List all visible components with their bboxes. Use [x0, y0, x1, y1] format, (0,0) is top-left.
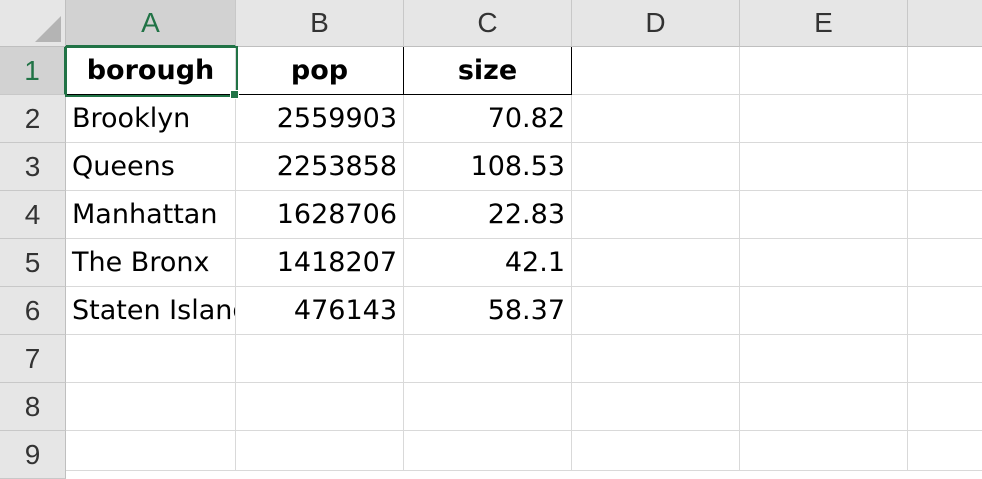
cell-b5[interactable]: 1418207	[236, 239, 404, 287]
cell-d1[interactable]	[572, 47, 740, 95]
cell-e8[interactable]	[740, 383, 908, 431]
cell-c2[interactable]: 70.82	[404, 95, 572, 143]
cell-c5[interactable]: 42.1	[404, 239, 572, 287]
cell-c7[interactable]	[404, 335, 572, 383]
cell-f3[interactable]	[908, 143, 982, 191]
cell-f6[interactable]	[908, 287, 982, 335]
cell-b4[interactable]: 1628706	[236, 191, 404, 239]
row-header-5[interactable]: 5	[0, 239, 66, 287]
cell-d6[interactable]	[572, 287, 740, 335]
row-header-4[interactable]: 4	[0, 191, 66, 239]
cell-f2[interactable]	[908, 95, 982, 143]
cell-e1[interactable]	[740, 47, 908, 95]
cell-a7[interactable]	[66, 335, 236, 383]
cell-e9[interactable]	[740, 431, 908, 471]
cell-d4[interactable]	[572, 191, 740, 239]
cell-d5[interactable]	[572, 239, 740, 287]
cell-c3[interactable]: 108.53	[404, 143, 572, 191]
cell-b6[interactable]: 476143	[236, 287, 404, 335]
cell-f5[interactable]	[908, 239, 982, 287]
row-header-2[interactable]: 2	[0, 95, 66, 143]
cell-f1[interactable]	[908, 47, 982, 95]
column-header-f-partial[interactable]	[908, 0, 982, 47]
cell-a4[interactable]: Manhattan	[66, 191, 236, 239]
cell-b3[interactable]: 2253858	[236, 143, 404, 191]
select-all-corner[interactable]	[0, 0, 66, 47]
cell-d2[interactable]	[572, 95, 740, 143]
cell-a8[interactable]	[66, 383, 236, 431]
cell-a5[interactable]: The Bronx	[66, 239, 236, 287]
select-all-triangle-icon	[35, 16, 61, 42]
cell-d8[interactable]	[572, 383, 740, 431]
cell-f9[interactable]	[908, 431, 982, 471]
cell-d3[interactable]	[572, 143, 740, 191]
cell-e5[interactable]	[740, 239, 908, 287]
column-header-c[interactable]: C	[404, 0, 572, 47]
cell-a9[interactable]	[66, 431, 236, 471]
cell-f8[interactable]	[908, 383, 982, 431]
row-header-6[interactable]: 6	[0, 287, 66, 335]
cell-e2[interactable]	[740, 95, 908, 143]
column-header-b[interactable]: B	[236, 0, 404, 47]
row-header-8[interactable]: 8	[0, 383, 66, 431]
cell-c1[interactable]: size	[404, 47, 572, 95]
cell-e4[interactable]	[740, 191, 908, 239]
cell-d9[interactable]	[572, 431, 740, 471]
cell-f4[interactable]	[908, 191, 982, 239]
cell-c6[interactable]: 58.37	[404, 287, 572, 335]
cell-f7[interactable]	[908, 335, 982, 383]
cell-a6[interactable]: Staten Island	[66, 287, 236, 335]
cell-b8[interactable]	[236, 383, 404, 431]
cell-b7[interactable]	[236, 335, 404, 383]
row-header-7[interactable]: 7	[0, 335, 66, 383]
cell-e3[interactable]	[740, 143, 908, 191]
fill-handle[interactable]	[230, 90, 239, 99]
cell-a3[interactable]: Queens	[66, 143, 236, 191]
cell-a2[interactable]: Brooklyn	[66, 95, 236, 143]
cell-d7[interactable]	[572, 335, 740, 383]
cell-e7[interactable]	[740, 335, 908, 383]
cell-c9[interactable]	[404, 431, 572, 471]
cell-b1[interactable]: pop	[236, 47, 404, 95]
row-header-3[interactable]: 3	[0, 143, 66, 191]
cell-b2[interactable]: 2559903	[236, 95, 404, 143]
cell-b9[interactable]	[236, 431, 404, 471]
column-header-d[interactable]: D	[572, 0, 740, 47]
column-header-e[interactable]: E	[740, 0, 908, 47]
cell-e6[interactable]	[740, 287, 908, 335]
row-header-9[interactable]: 9	[0, 431, 66, 479]
column-header-a[interactable]: A	[66, 0, 236, 47]
cell-c8[interactable]	[404, 383, 572, 431]
cell-a1[interactable]: borough	[66, 47, 236, 95]
cell-c4[interactable]: 22.83	[404, 191, 572, 239]
row-header-1[interactable]: 1	[0, 47, 66, 95]
